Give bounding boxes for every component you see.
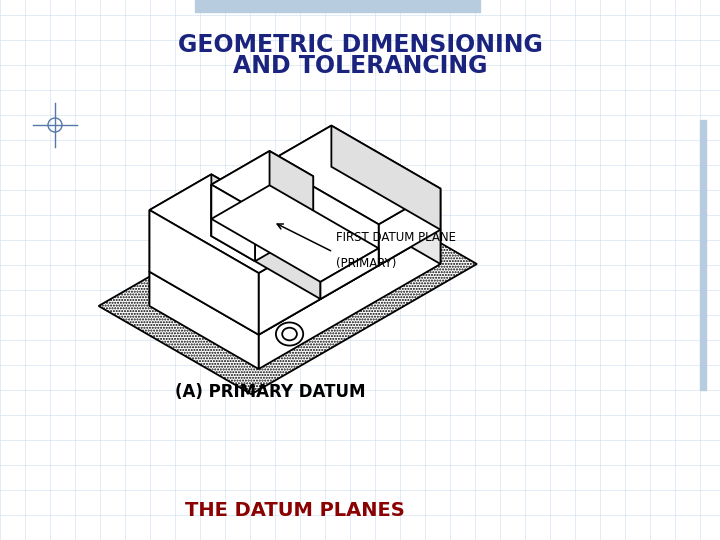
Polygon shape <box>212 185 379 282</box>
Bar <box>195 0 480 12</box>
Text: AND TOLERANCING: AND TOLERANCING <box>233 54 487 78</box>
Ellipse shape <box>282 328 297 340</box>
Text: (A) PRIMARY DATUM: (A) PRIMARY DATUM <box>175 383 365 401</box>
Polygon shape <box>212 151 313 210</box>
Text: (PRIMARY): (PRIMARY) <box>336 257 397 270</box>
Bar <box>700 120 706 390</box>
Polygon shape <box>269 151 313 228</box>
Text: GEOMETRIC DIMENSIONING: GEOMETRIC DIMENSIONING <box>178 33 542 57</box>
Polygon shape <box>212 151 269 236</box>
Polygon shape <box>320 248 379 299</box>
Text: FIRST DATUM PLANE: FIRST DATUM PLANE <box>336 231 456 244</box>
Polygon shape <box>379 188 441 266</box>
Ellipse shape <box>276 322 303 346</box>
Polygon shape <box>258 238 320 335</box>
Polygon shape <box>258 230 441 369</box>
Polygon shape <box>212 185 255 261</box>
Polygon shape <box>212 174 320 299</box>
Polygon shape <box>331 167 441 264</box>
Text: THE DATUM PLANES: THE DATUM PLANES <box>185 501 405 519</box>
Polygon shape <box>331 126 441 230</box>
Polygon shape <box>150 272 258 369</box>
Polygon shape <box>269 161 379 266</box>
Polygon shape <box>255 176 313 261</box>
Polygon shape <box>99 176 477 394</box>
Polygon shape <box>150 210 258 335</box>
Polygon shape <box>150 174 212 272</box>
Polygon shape <box>150 167 441 335</box>
Polygon shape <box>269 126 441 224</box>
Polygon shape <box>150 167 331 306</box>
Polygon shape <box>150 174 320 273</box>
Polygon shape <box>269 126 331 202</box>
